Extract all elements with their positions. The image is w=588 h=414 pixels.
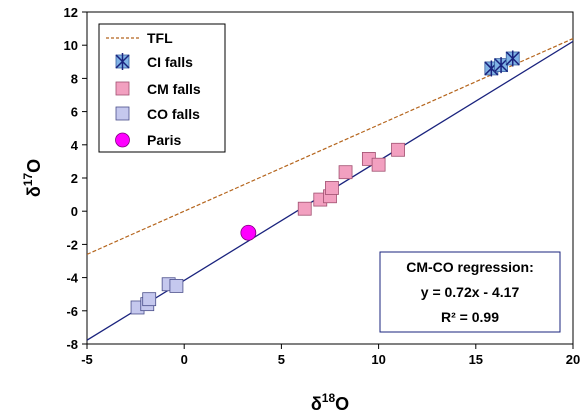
legend-ci-swatch xyxy=(115,53,130,70)
x-tick-label: -5 xyxy=(81,352,93,367)
points-layer xyxy=(130,50,520,315)
y-tick-label: -6 xyxy=(66,304,78,319)
legend-ci-label: CI falls xyxy=(147,54,193,70)
y-tick-label: 8 xyxy=(71,71,78,86)
cm-falls-point xyxy=(338,165,353,180)
cm-falls-point xyxy=(325,181,339,195)
legend-paris-swatch xyxy=(115,132,130,148)
legend-cm-swatch xyxy=(115,81,130,96)
y-tick-label: 6 xyxy=(71,105,78,120)
y-tick-label: -8 xyxy=(66,337,78,352)
y-tick-label: -2 xyxy=(66,237,78,252)
y-axis-label-base: δ xyxy=(24,186,44,197)
legend-co-swatch xyxy=(115,106,130,121)
legend: TFL CI falls CM falls CO falls Paris xyxy=(98,23,226,153)
annotation-line-2: y = 0.72x - 4.17 xyxy=(421,284,520,300)
regression-annotation: CM-CO regression: y = 0.72x - 4.17 R² = … xyxy=(379,251,561,333)
legend-tfl-label: TFL xyxy=(147,30,173,46)
x-axis-label: δ18O xyxy=(311,391,349,414)
y-axis-label-sup: 17 xyxy=(21,173,35,187)
y-axis-label-rest: O xyxy=(24,159,44,173)
y-tick-label: 10 xyxy=(64,38,78,53)
x-tick-label: 10 xyxy=(371,352,385,367)
annotation-line-1: CM-CO regression: xyxy=(406,259,534,275)
y-tick-label: -4 xyxy=(66,271,78,286)
y-axis-label: δ17O xyxy=(21,159,44,197)
x-tick-label: 20 xyxy=(566,352,580,367)
y-tick-label: 2 xyxy=(71,171,78,186)
tfl-line xyxy=(87,38,573,255)
cm-falls-point xyxy=(297,201,312,216)
ci-falls-point xyxy=(505,50,520,67)
paris-point xyxy=(240,224,257,241)
co-falls-point xyxy=(169,278,184,293)
cm-falls-point xyxy=(391,142,405,157)
x-tick-label: 15 xyxy=(469,352,483,367)
x-axis-label-sup: 18 xyxy=(322,391,336,405)
y-tick-label: 4 xyxy=(71,138,79,153)
legend-cm-label: CM falls xyxy=(147,81,201,97)
x-axis-label-base: δ xyxy=(311,394,322,414)
ci-falls-point xyxy=(494,57,509,74)
y-tick-label: 12 xyxy=(64,5,78,20)
legend-paris-label: Paris xyxy=(147,132,181,148)
co-falls-point xyxy=(142,292,157,307)
annotation-box xyxy=(379,251,561,333)
y-tick-label: 0 xyxy=(71,204,78,219)
x-tick-label: 5 xyxy=(278,352,285,367)
legend-co-label: CO falls xyxy=(147,106,200,122)
annotation-line-3: R² = 0.99 xyxy=(441,309,499,325)
x-axis-label-rest: O xyxy=(335,394,349,414)
ticks-layer: -5 0 5 10 15 20 -8 -6 -4 -2 0 2 4 6 8 10 12 xyxy=(64,5,581,367)
cm-falls-point xyxy=(371,157,386,172)
x-tick-label: 0 xyxy=(181,352,188,367)
